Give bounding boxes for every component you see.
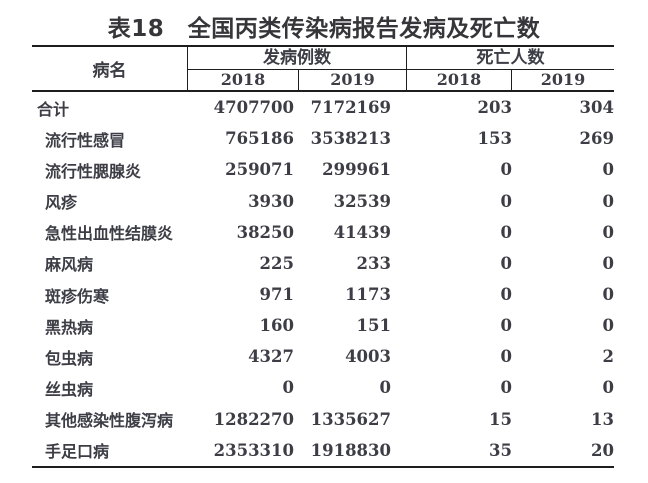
- cases-2018-value: 3930: [248, 191, 294, 211]
- disease-name: 麻风病: [45, 255, 94, 275]
- cases-2019-value: 0: [379, 378, 391, 398]
- disease-name: 合计: [37, 99, 70, 119]
- deaths-2018-value: 0: [500, 253, 512, 273]
- header-cases-year-2019: 2019: [330, 70, 375, 89]
- deaths-2019-value: 0: [602, 222, 614, 242]
- disease-name: 斑疹伤寒: [45, 286, 110, 306]
- cases-2018-value: 38250: [236, 222, 294, 242]
- cases-2018-value: 4707700: [213, 98, 294, 118]
- header-cases-label: 发病例数: [188, 47, 406, 70]
- disease-name: 丝虫病: [45, 379, 94, 399]
- deaths-2019-value: 304: [579, 98, 614, 118]
- header-group-cases: 发病例数 2018 2019: [188, 47, 407, 90]
- table-row: 包虫病 4327 4003 0 2: [32, 341, 614, 372]
- disease-name: 包虫病: [45, 348, 94, 368]
- deaths-2018-value: 0: [500, 316, 512, 336]
- deaths-2018-value: 203: [477, 98, 512, 118]
- header-disease-name: 病名: [32, 47, 188, 90]
- deaths-2019-value: 0: [602, 253, 614, 273]
- deaths-2019-value: 0: [602, 285, 614, 305]
- cases-2019-value: 1173: [345, 285, 391, 305]
- deaths-2018-value: 35: [489, 440, 512, 460]
- cases-2019-value: 7172169: [310, 98, 391, 118]
- header-deaths-year-2019: 2019: [540, 70, 586, 89]
- table-row: 丝虫病 0 0 0 0: [32, 372, 614, 403]
- disease-name: 手足口病: [45, 442, 110, 462]
- cases-2019-value: 299961: [322, 160, 391, 180]
- deaths-2018-value: 153: [477, 129, 512, 149]
- deaths-2018-value: 0: [500, 160, 512, 180]
- cases-2018-value: 160: [259, 316, 294, 336]
- header-group-deaths: 死亡人数 2018 2019: [407, 47, 614, 90]
- cases-2018-value: 765186: [225, 129, 294, 149]
- table-row: 其他感染性腹泻病 1282270 1335627 15 13: [32, 404, 614, 435]
- cases-2019-value: 233: [356, 253, 391, 273]
- header-deaths-years: 2018 2019: [407, 70, 614, 90]
- deaths-2018-value: 0: [500, 347, 512, 367]
- disease-name: 风疹: [45, 193, 78, 213]
- deaths-2019-value: 13: [591, 409, 614, 429]
- deaths-2019-value: 0: [602, 378, 614, 398]
- header-cases-years: 2018 2019: [188, 70, 406, 90]
- deaths-2019-value: 0: [602, 316, 614, 336]
- cases-2019-value: 4003: [345, 347, 391, 367]
- table-row: 流行性感冒 765186 3538213 153 269: [32, 123, 614, 154]
- cases-2018-value: 1282270: [213, 409, 294, 429]
- disease-name: 黑热病: [45, 317, 94, 337]
- table-row: 麻风病 225 233 0 0: [32, 248, 614, 279]
- cases-2019-value: 1335627: [310, 409, 391, 429]
- cases-2018-value: 2353310: [213, 440, 294, 460]
- deaths-2018-value: 0: [500, 191, 512, 211]
- header-deaths-year-2018: 2018: [407, 70, 512, 90]
- cases-2019-value: 151: [356, 316, 391, 336]
- deaths-2018-value: 0: [500, 222, 512, 242]
- data-table: 病名 发病例数 2018 2019 死亡人数 2018 2019 合计 4707…: [32, 45, 614, 468]
- table-title: 表18 全国丙类传染病报告发病及死亡数: [107, 16, 541, 42]
- cases-2018-value: 225: [259, 253, 294, 273]
- table-row: 急性出血性结膜炎 38250 41439 0 0: [32, 217, 614, 248]
- deaths-2019-value: 0: [602, 191, 614, 211]
- cases-2019-value: 3538213: [310, 129, 391, 149]
- deaths-2019-value: 2: [602, 347, 614, 367]
- cases-2019-value: 32539: [333, 191, 391, 211]
- table-row-total: 合计 4707700 7172169 203 304: [32, 92, 614, 123]
- cases-2018-value: 4327: [248, 347, 294, 367]
- disease-name: 流行性腮腺炎: [45, 161, 142, 181]
- deaths-2018-value: 0: [500, 378, 512, 398]
- cases-2019-value: 1918830: [310, 440, 391, 460]
- disease-name: 急性出血性结膜炎: [45, 224, 174, 244]
- table-row: 流行性腮腺炎 259071 299961 0 0: [32, 154, 614, 185]
- cases-2019-value: 41439: [333, 222, 391, 242]
- table-row: 手足口病 2353310 1918830 35 20: [32, 435, 614, 466]
- table-row: 斑疹伤寒 971 1173 0 0: [32, 279, 614, 310]
- header-cases-year-2018: 2018: [188, 70, 299, 90]
- table-body: 合计 4707700 7172169 203 304 流行性感冒 765186 …: [32, 92, 614, 468]
- table-row: 黑热病 160 151 0 0: [32, 310, 614, 341]
- deaths-2018-value: 0: [500, 285, 512, 305]
- table-row: 风疹 3930 32539 0 0: [32, 185, 614, 216]
- deaths-2018-value: 15: [489, 409, 512, 429]
- table-header: 病名 发病例数 2018 2019 死亡人数 2018 2019: [32, 45, 614, 92]
- cases-2018-value: 0: [282, 378, 294, 398]
- cases-2018-value: 971: [259, 285, 294, 305]
- disease-name: 流行性感冒: [45, 130, 126, 150]
- deaths-2019-value: 20: [591, 440, 614, 460]
- deaths-2019-value: 269: [579, 129, 614, 149]
- deaths-2019-value: 0: [602, 160, 614, 180]
- header-deaths-label: 死亡人数: [407, 47, 614, 70]
- cases-2018-value: 259071: [225, 160, 294, 180]
- disease-name: 其他感染性腹泻病: [45, 411, 174, 431]
